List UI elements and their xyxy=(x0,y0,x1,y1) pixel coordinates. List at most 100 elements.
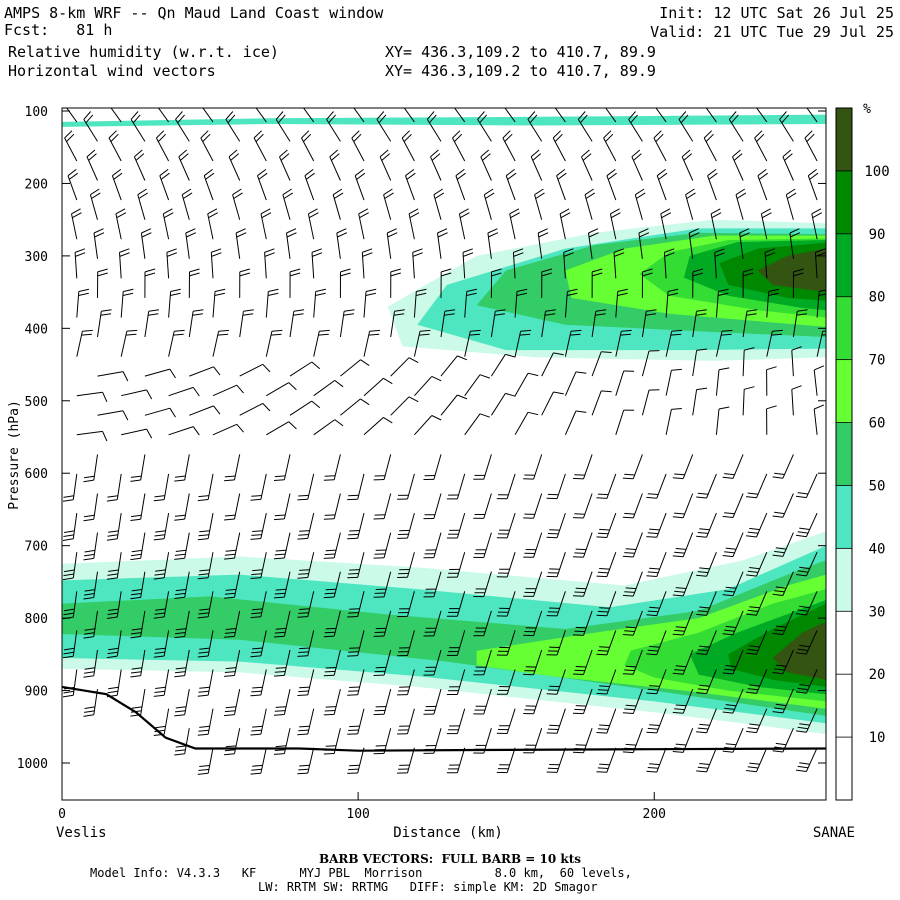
wind-barb-176 xyxy=(329,149,341,181)
wind-barb-67 xyxy=(168,386,200,397)
wind-barb-279 xyxy=(490,309,506,338)
wind-barb-234 xyxy=(397,512,415,539)
wind-barb-157 xyxy=(273,728,291,755)
wind-barb-359 xyxy=(609,208,621,240)
wind-barb-106 xyxy=(197,669,214,697)
wind-barb-501 xyxy=(795,630,818,655)
wind-barb-376 xyxy=(638,228,650,259)
colorbar-swatch-7 xyxy=(836,296,852,360)
wind-barb-344 xyxy=(591,268,603,298)
wind-barb-465 xyxy=(746,512,768,538)
wind-barb-233 xyxy=(397,473,415,500)
wind-barb-399 xyxy=(646,512,667,538)
wind-barb-84 xyxy=(174,454,190,482)
wind-barb-363 xyxy=(615,370,635,396)
wind-barb-7 xyxy=(76,391,108,403)
wind-barb-497 xyxy=(795,473,818,499)
wind-barb-404 xyxy=(646,708,667,734)
wind-barb-58 xyxy=(130,649,146,678)
wind-barb-469 xyxy=(746,669,768,694)
wind-barb-54 xyxy=(130,493,146,521)
wind-barb-226 xyxy=(405,168,416,201)
wind-barb-101 xyxy=(197,473,214,502)
wind-barb-331 xyxy=(564,410,587,436)
wind-barb-0 xyxy=(66,108,78,123)
wind-barb-17 xyxy=(89,188,101,220)
wind-barb-217 xyxy=(373,493,392,520)
wind-barb-365 xyxy=(596,473,617,499)
wind-barb-301 xyxy=(496,552,516,578)
wind-barb-41 xyxy=(106,552,122,580)
plot-frame xyxy=(61,107,827,801)
wind-barb-292 xyxy=(505,168,517,201)
wind-barb-504 xyxy=(795,747,818,772)
wind-barb-146 xyxy=(289,268,301,298)
wind-barb-220 xyxy=(373,610,392,637)
wind-barb-428 xyxy=(715,329,733,357)
init-time: Init: 12 UTC Sat 26 Jul 25 xyxy=(659,4,894,22)
wind-barb-155 xyxy=(273,649,291,677)
wind-barb-187 xyxy=(323,610,341,638)
wind-barb-307 xyxy=(527,111,543,142)
wind-barb-328 xyxy=(564,288,578,318)
wind-barb-224 xyxy=(403,108,415,123)
wind-barb-113 xyxy=(239,268,250,298)
wind-barb-180 xyxy=(339,309,355,338)
wind-barb-336 xyxy=(546,630,566,656)
wind-barb-210 xyxy=(383,188,394,220)
y-tick-label-700: 700 xyxy=(25,540,48,555)
axes-layer: 100 200 300 400 500 600 700 800 900 1000 0 100 200 xyxy=(17,105,826,822)
wind-barb-429 xyxy=(715,367,730,396)
wind-barb-64 xyxy=(166,248,178,279)
wind-barb-181 xyxy=(340,359,370,377)
wind-barb-177 xyxy=(332,188,344,220)
wind-barb-167 xyxy=(297,473,315,501)
wind-barb-119 xyxy=(224,532,241,560)
wind-barb-248 xyxy=(440,394,468,416)
y-axis-label: Pressure (hPa) xyxy=(7,400,22,510)
wind-barb-314 xyxy=(541,391,564,416)
wind-barb-293 xyxy=(509,208,520,240)
wind-barb-49 xyxy=(144,268,156,298)
wind-barb-432 xyxy=(696,512,717,538)
wind-barb-423 xyxy=(703,130,717,162)
wind-barb-425 xyxy=(710,208,722,240)
wind-barb-170 xyxy=(297,591,315,618)
wind-barb-482 xyxy=(772,532,794,557)
wind-barb-455 xyxy=(756,108,768,123)
wind-barb-26 xyxy=(83,571,98,600)
wind-barb-440 xyxy=(732,149,744,181)
wind-barb-47 xyxy=(137,188,148,220)
rh-region-8-100 xyxy=(757,248,826,293)
wind-barb-427 xyxy=(715,288,729,318)
wind-barb-468 xyxy=(746,630,768,655)
wind-barb-285 xyxy=(473,571,492,598)
wind-barb-68 xyxy=(168,426,200,436)
wind-barb-411 xyxy=(692,309,707,338)
wind-barb-124 xyxy=(224,728,241,756)
wind-barb-117 xyxy=(224,454,241,482)
wind-barb-389 xyxy=(655,108,667,123)
x-end-label-left: Veslis xyxy=(56,825,107,841)
wind-barb-245 xyxy=(440,268,452,298)
colorbar-layer: 10 20 30 40 50 60 70 80 90 100 xyxy=(835,107,890,801)
wind-barb-474 xyxy=(785,188,797,220)
wind-barb-283 xyxy=(473,493,492,519)
wind-barb-410 xyxy=(692,268,704,298)
wind-barb-486 xyxy=(772,688,794,714)
wind-barb-489 xyxy=(804,130,818,162)
wind-barb-270 xyxy=(446,630,466,656)
wind-barb-104 xyxy=(197,591,214,619)
wind-barb-32 xyxy=(111,168,123,201)
wind-barb-232 xyxy=(414,415,442,436)
wind-barb-434 xyxy=(696,591,717,616)
wind-barb-466 xyxy=(746,552,768,577)
wind-barb-239 xyxy=(397,708,415,735)
wind-barb-238 xyxy=(397,669,415,696)
wind-barb-16 xyxy=(86,149,98,181)
y-tick-label-1000: 1000 xyxy=(17,757,48,772)
wind-barb-78 xyxy=(181,188,193,220)
physics-info: LW: RRTM SW: RRTMG DIFF: simple KM: 2D S… xyxy=(258,880,598,894)
wind-barb-179 xyxy=(339,268,351,298)
wind-barb-302 xyxy=(496,591,516,617)
